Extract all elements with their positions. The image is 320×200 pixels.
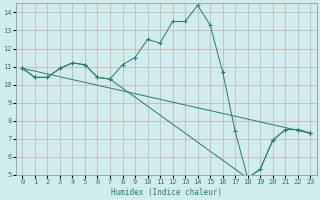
X-axis label: Humidex (Indice chaleur): Humidex (Indice chaleur)	[111, 188, 222, 197]
